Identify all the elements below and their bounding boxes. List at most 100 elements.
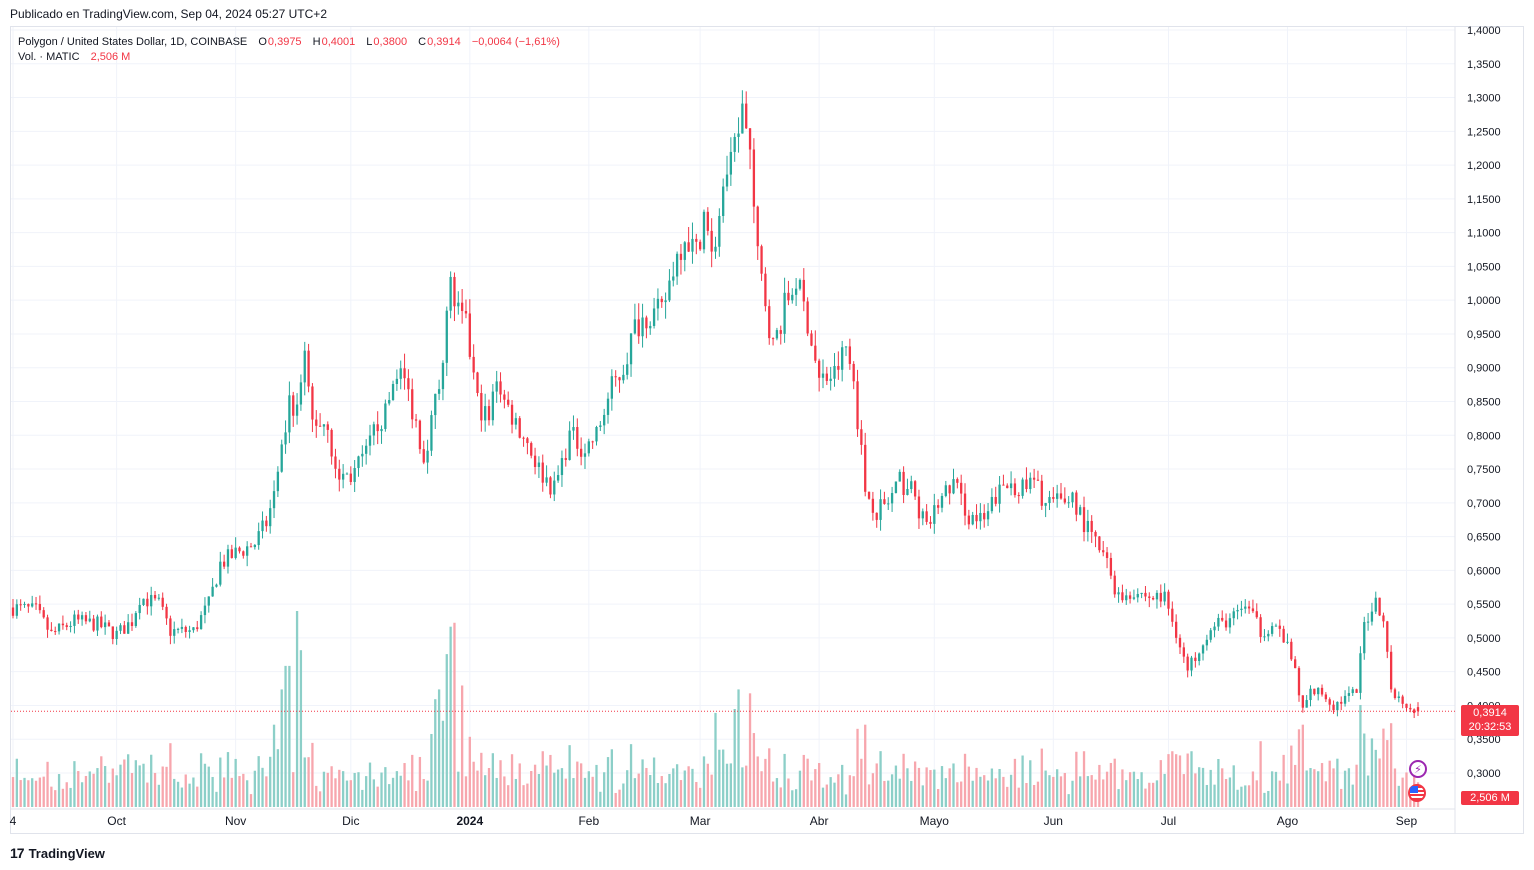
volume-bar	[706, 763, 709, 807]
volume-bar	[1013, 758, 1017, 807]
volume-bar	[357, 772, 360, 807]
volume-bar	[522, 785, 525, 807]
candle-body	[595, 426, 598, 442]
candle-body	[1025, 479, 1028, 490]
candle-body	[963, 493, 967, 516]
candle-body	[1270, 626, 1274, 634]
volume-bar	[614, 792, 617, 807]
volume-bar	[1159, 760, 1162, 807]
volume-bar	[457, 771, 460, 807]
volume-bar	[1209, 769, 1212, 807]
volume-bar	[292, 772, 295, 807]
candle-body	[614, 376, 617, 378]
candle-body	[384, 403, 387, 429]
volume-bar	[1205, 784, 1209, 807]
candle-body	[814, 345, 817, 361]
volume-bar	[1274, 771, 1278, 807]
candle-body	[606, 398, 610, 415]
candle-body	[1324, 694, 1328, 700]
candle-body	[564, 458, 567, 460]
candle-body	[1044, 503, 1047, 506]
volume-bar	[388, 784, 391, 807]
volume-bar	[322, 771, 326, 807]
candle-body	[1274, 625, 1278, 627]
volume-bar	[1175, 754, 1178, 807]
volume-bar	[338, 769, 341, 807]
volume-bar	[745, 765, 748, 807]
volume-bar	[794, 789, 798, 807]
candle-body	[460, 302, 464, 312]
candle-body	[253, 545, 256, 548]
volume-bar	[829, 777, 832, 807]
candle-body	[1328, 699, 1331, 705]
candle-body	[756, 206, 759, 247]
candle-body	[1336, 701, 1339, 711]
candle-body	[50, 629, 53, 632]
volume-bar	[1351, 784, 1354, 807]
volume-bar	[664, 783, 667, 807]
candle-body	[810, 333, 813, 346]
volume-bar	[1294, 764, 1297, 807]
close-value: 0,3914	[427, 36, 461, 48]
volume-bar	[1040, 748, 1043, 807]
volume-bar	[57, 774, 61, 807]
candle-body	[115, 630, 118, 640]
volume-bar	[1105, 771, 1109, 807]
volume-bar	[1090, 775, 1093, 807]
us-flag-icon[interactable]	[1408, 784, 1426, 802]
x-tick-label: Nov	[225, 814, 246, 828]
candle-body	[956, 479, 959, 483]
volume-bar	[318, 791, 322, 807]
volume-bar	[376, 786, 379, 807]
lightning-icon[interactable]: ⚡	[1409, 760, 1427, 778]
candle-body	[1416, 707, 1420, 712]
candle-body	[887, 503, 890, 505]
volume-bar	[142, 763, 145, 807]
candle-body	[1167, 591, 1170, 609]
candle-body	[798, 279, 802, 289]
candle-body	[768, 306, 771, 339]
volume-bar	[34, 780, 38, 807]
volume-bar	[668, 773, 671, 807]
candle-body	[161, 597, 164, 607]
candle-body	[1409, 707, 1412, 710]
candle-body	[341, 473, 345, 480]
volume-bar	[491, 753, 495, 807]
candle-body	[307, 350, 310, 387]
candle-body	[925, 511, 928, 522]
candle-body	[1236, 609, 1239, 612]
candle-body	[1378, 597, 1381, 616]
candle-body	[1178, 637, 1182, 648]
volume-bar	[69, 787, 72, 807]
volume-bar	[349, 780, 352, 807]
volume-bar	[990, 768, 994, 807]
volume-bar	[326, 772, 329, 807]
volume-bar	[54, 790, 57, 807]
candle-body	[741, 103, 744, 134]
volume-bar	[944, 778, 947, 807]
volume-bar	[806, 758, 809, 807]
candle-body	[318, 425, 322, 427]
volume-bar	[587, 771, 590, 807]
volume-bar	[1155, 780, 1159, 807]
candle-body	[787, 292, 790, 301]
candle-body	[23, 603, 26, 605]
candle-body	[591, 441, 594, 443]
volume-bar	[1355, 764, 1358, 807]
candle-body	[718, 215, 721, 247]
volume-bar	[188, 783, 191, 807]
volume-bar	[299, 650, 303, 807]
volume-bar	[50, 786, 53, 807]
volume-bar	[1382, 728, 1385, 807]
volume-bar	[472, 761, 475, 807]
volume-bar	[165, 766, 168, 807]
tradingview-logo[interactable]: 17 TradingView	[10, 845, 105, 861]
volume-bar	[1136, 779, 1139, 807]
candle-body	[1370, 611, 1374, 622]
candle-body	[1389, 651, 1393, 690]
candle-body	[1067, 502, 1070, 504]
candle-body	[107, 622, 111, 627]
candle-body	[84, 615, 88, 622]
volume-bar	[449, 626, 452, 807]
